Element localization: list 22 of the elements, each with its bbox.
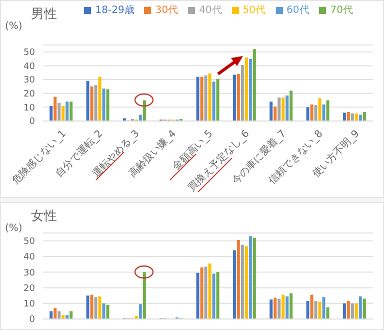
y-tick-label: 50 [24,48,36,58]
y-tick-label: 20 [24,284,36,294]
y-tick-label: 30 [24,268,36,278]
y-tick-label: 10 [24,103,36,114]
legend-label: 50代 [242,5,266,16]
legend-label: 40代 [199,5,222,16]
y-tick-label: 50 [24,237,36,248]
chart-title: 男性 [31,6,57,23]
y-axis-title: (%) [5,21,22,32]
legend-label: 30代 [155,5,178,16]
legend-label: 70代 [330,5,353,16]
legend-label: 60代 [286,5,310,16]
chart-title: 女性 [31,208,57,225]
legend-label: 18-29歳 [95,5,134,16]
y-axis-title: (%) [5,223,22,234]
y-tick-label: 40 [24,62,36,72]
y-tick-label: 40 [24,252,36,263]
y-tick-label: 20 [24,90,36,100]
y-tick-label: 30 [24,76,36,86]
y-tick-label: 0 [29,117,36,128]
y-tick-label: 10 [24,300,36,310]
y-tick-label: 0 [29,315,36,326]
